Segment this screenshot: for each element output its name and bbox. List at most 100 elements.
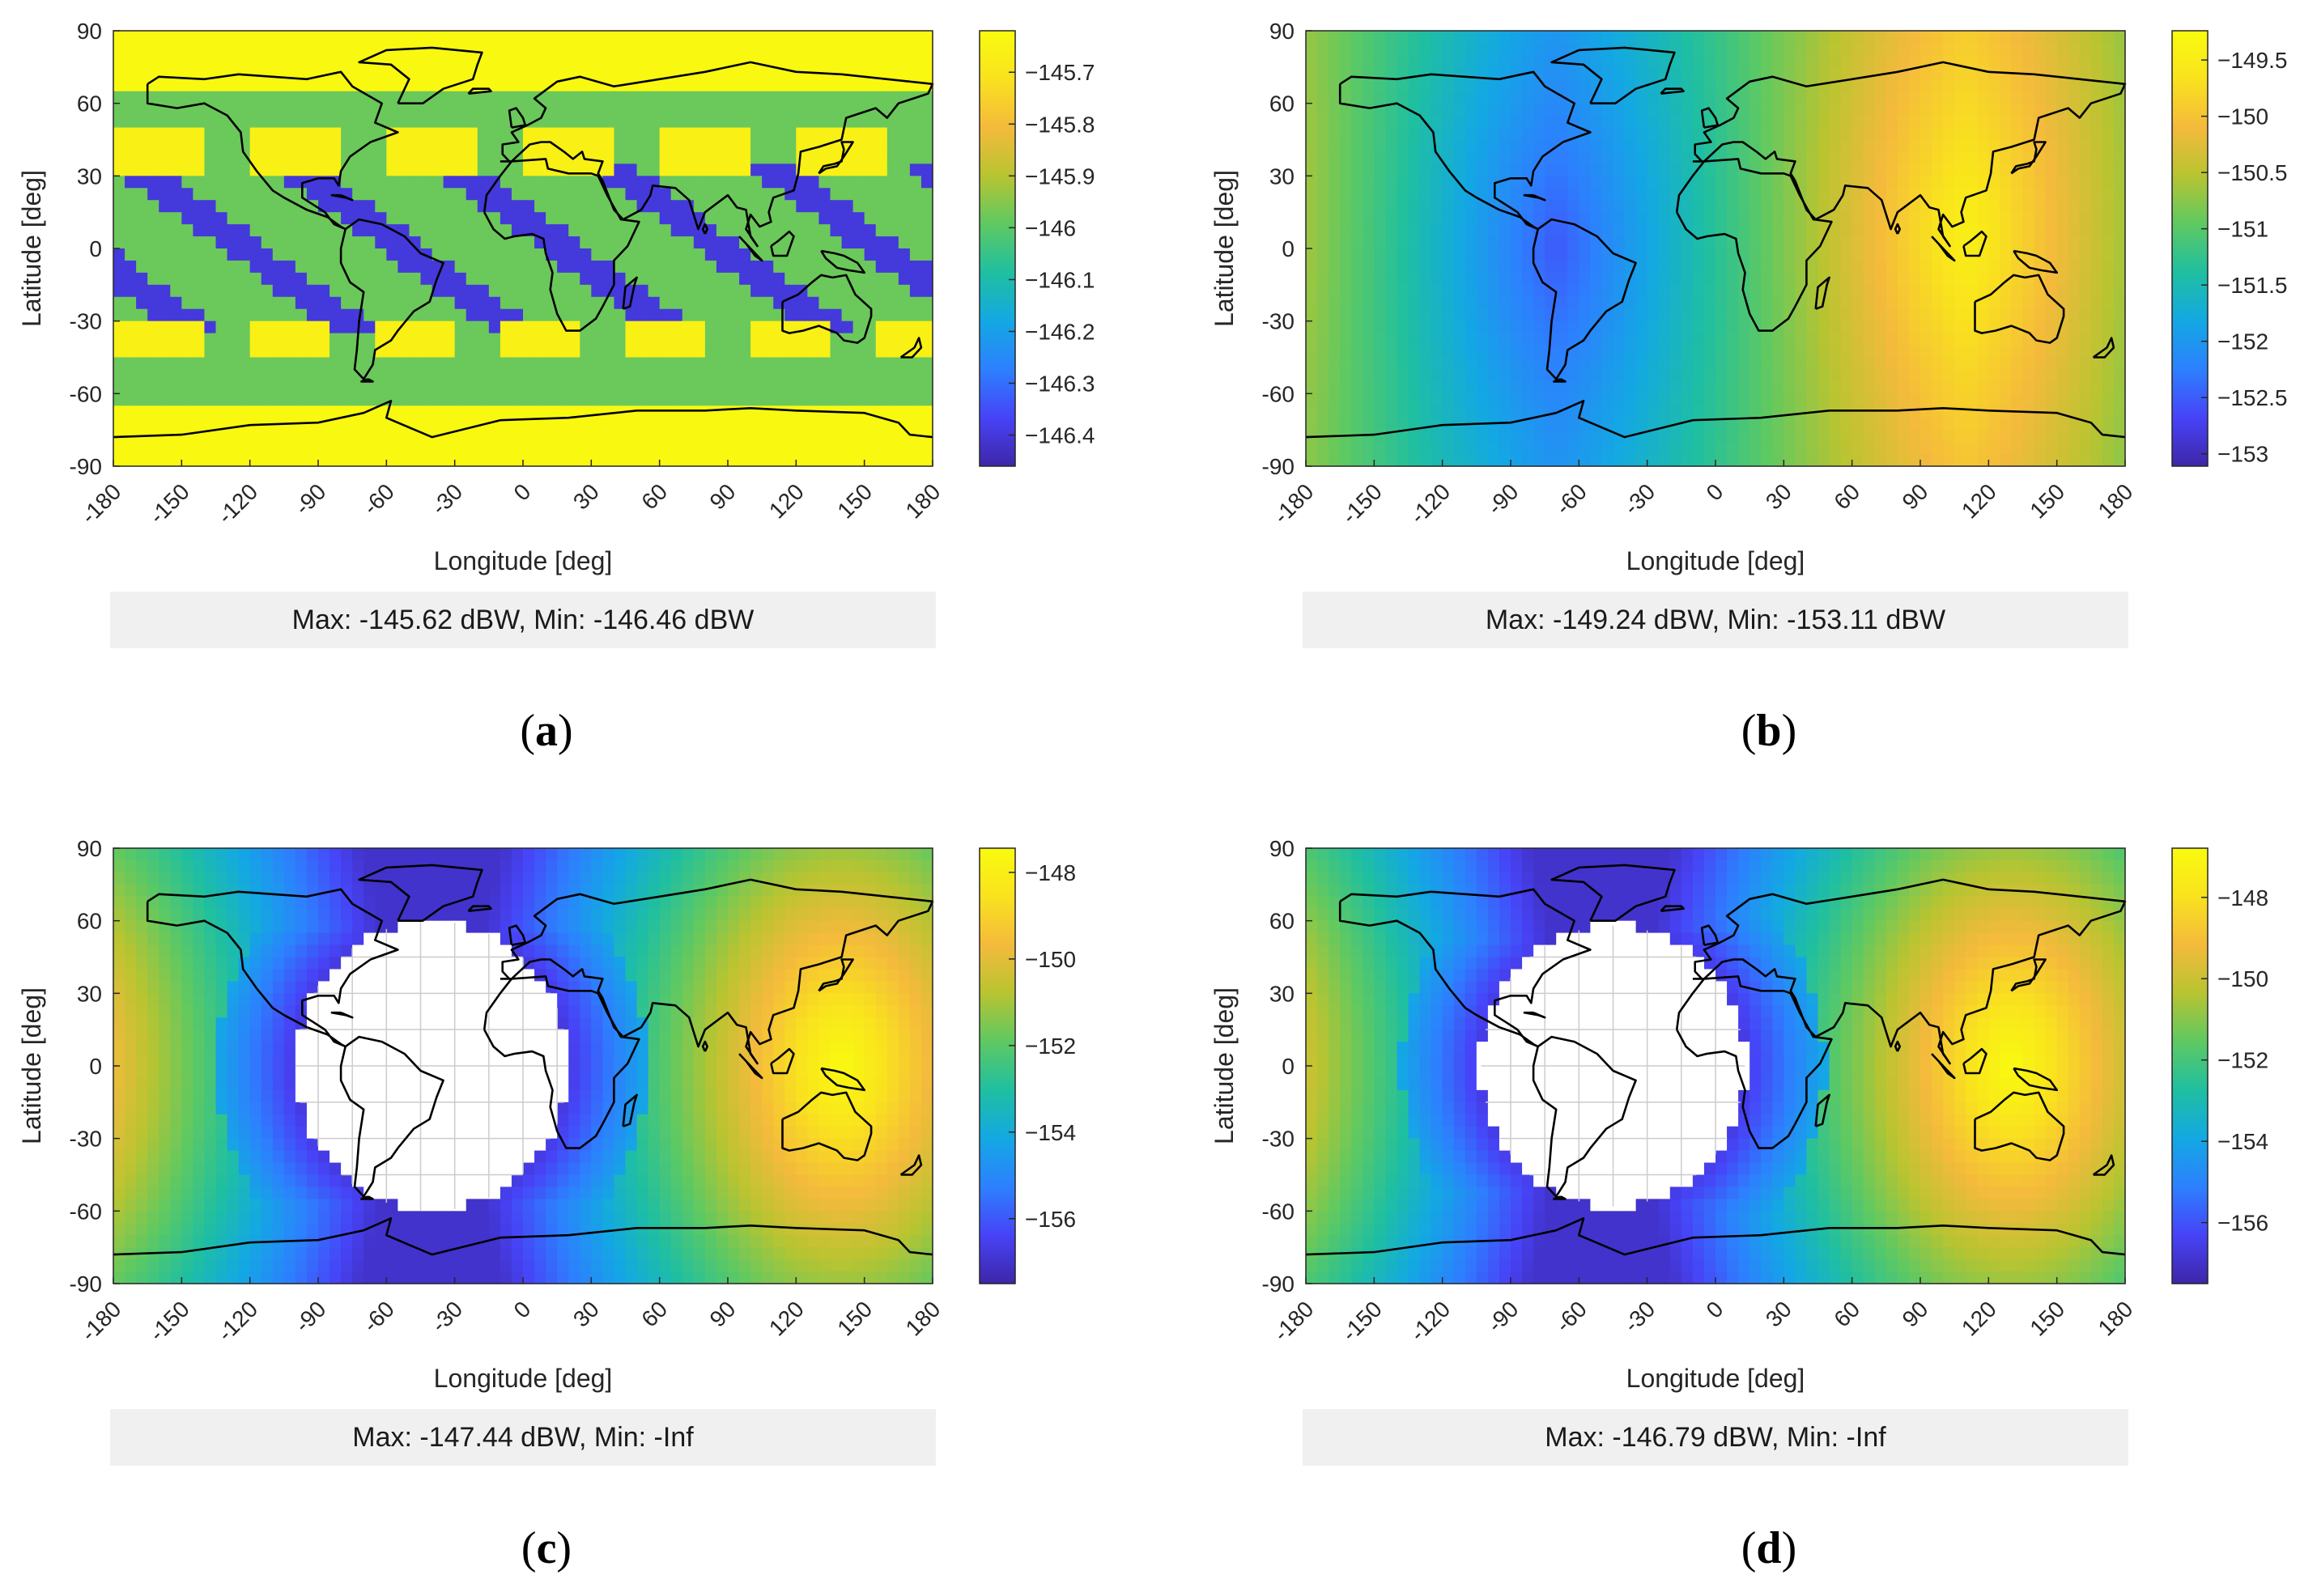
heatmap-cell [750,212,763,225]
heatmap-cell [1522,381,1534,394]
heatmap-cell [1419,381,1432,394]
heatmap-cell [1363,308,1375,322]
heatmap-cell [295,54,308,68]
heatmap-cell [1397,418,1409,431]
colorbar-tick-label: −145.7 [1025,60,1095,85]
heatmap-cell [1329,345,1341,359]
heatmap-cell [147,272,159,286]
heatmap-cell [1556,393,1568,406]
heatmap-cell [1874,54,1887,68]
heatmap-cell [728,103,740,117]
heatmap-cell [375,248,387,261]
heatmap-cell [1385,151,1398,164]
heatmap-cell [1749,31,1762,44]
heatmap-cell [546,357,558,371]
heatmap-cell [557,248,569,261]
heatmap-cell [1715,296,1728,310]
heatmap-cell [1806,115,1819,129]
heatmap-cell [193,442,206,455]
heatmap-cell [1932,79,1944,92]
heatmap-cell [1487,163,1500,176]
heatmap-cell [1897,91,1910,104]
heatmap-cell [125,284,137,298]
heatmap-cell [818,151,831,164]
heatmap-cell [1340,200,1352,213]
heatmap-cell [409,369,422,382]
heatmap-cell [2113,224,2126,237]
heatmap-cell [909,333,922,346]
heatmap-cell [1317,405,1329,418]
heatmap-cell [909,393,922,406]
heatmap-cell [2011,188,2024,201]
heatmap-cell [227,139,240,153]
heatmap-cell [852,212,865,225]
heatmap-cell [773,236,785,249]
heatmap-cell [1977,369,1989,382]
heatmap-cell [170,115,182,129]
heatmap-cell [534,296,546,310]
heatmap-cell [762,369,774,382]
heatmap-cell [295,454,308,467]
x-tick-label: 120 [764,479,809,524]
heatmap-cell [1317,163,1329,176]
heatmap-cell [1840,405,1853,418]
heatmap-cell [1545,393,1557,406]
heatmap-cell [1658,42,1671,56]
heatmap-cell [1783,91,1796,104]
heatmap-cell [295,393,308,406]
heatmap-cell [249,381,262,394]
heatmap-cell [625,345,638,359]
heatmap-cell [614,91,627,104]
heatmap-cell [329,418,342,431]
stats-caption-box [110,592,936,648]
heatmap-cell [818,393,831,406]
heatmap-cell [682,176,695,189]
heatmap-cell [670,272,683,286]
heatmap-cell [909,369,922,382]
heatmap-cell [1408,139,1421,153]
heatmap-cell [807,115,820,129]
heatmap-cell [1681,139,1694,153]
heatmap-cell [1613,405,1626,418]
heatmap-cell [1363,272,1375,286]
heatmap-cell [181,430,193,443]
heatmap-cell [113,369,125,382]
heatmap-cell [1829,320,1842,334]
heatmap-cell [159,115,171,129]
heatmap-cell [454,212,467,225]
heatmap-cell [1442,79,1455,92]
heatmap-cell [591,369,603,382]
heatmap-cell [1306,42,1318,56]
heatmap-cell [886,369,899,382]
heatmap-cell [1533,91,1545,104]
heatmap-cell [1749,127,1762,141]
heatmap-cell [1783,405,1796,418]
heatmap-cell [1442,381,1455,394]
heatmap-cell [1363,320,1375,334]
heatmap-cell [1487,296,1500,310]
heatmap-cell [1966,115,1978,129]
heatmap-cell [1943,127,1955,141]
heatmap-cell [614,151,627,164]
heatmap-cell [170,54,182,68]
heatmap-cell [1749,381,1762,394]
heatmap-cell [796,296,808,310]
heatmap-cell [557,357,569,371]
heatmap-cell [1590,115,1603,129]
heatmap-cell [363,296,376,310]
heatmap-cell [170,308,182,322]
heatmap-cell [1363,236,1375,249]
heatmap-cell [1397,66,1409,80]
heatmap-cell [272,248,285,261]
heatmap-cell [1863,42,1876,56]
heatmap-cell [181,31,193,44]
heatmap-cell [1545,345,1557,359]
heatmap-cell [1977,79,1989,92]
heatmap-cell [500,91,512,104]
heatmap-cell [283,381,296,394]
heatmap-cell [682,272,695,286]
heatmap-cell [614,260,627,274]
heatmap-cell [693,200,706,213]
heatmap-cell [295,31,308,44]
heatmap-cell [1556,42,1568,56]
